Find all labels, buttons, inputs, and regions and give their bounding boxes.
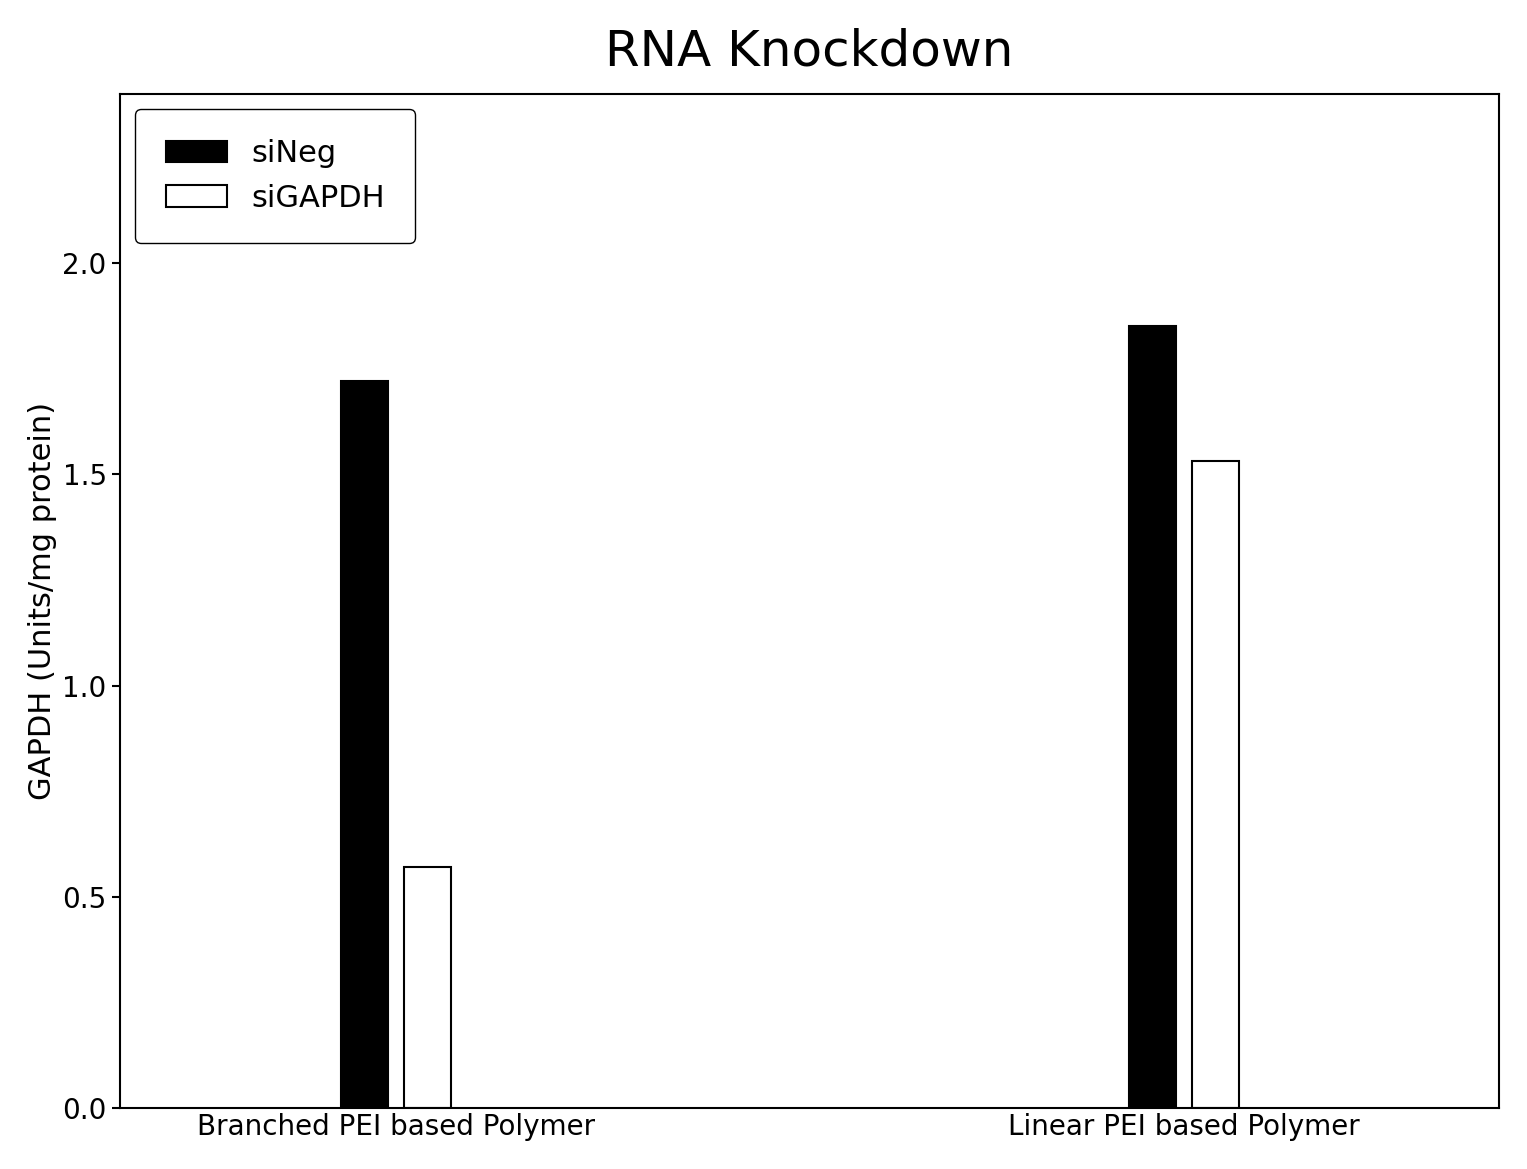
Bar: [341, 381, 388, 1108]
Legend: siNeg, siGAPDH: siNeg, siGAPDH: [136, 109, 415, 243]
Title: RNA Knockdown: RNA Knockdown: [605, 28, 1014, 76]
Bar: [403, 867, 450, 1108]
Y-axis label: GAPDH (Units/mg protein): GAPDH (Units/mg protein): [27, 402, 56, 800]
Bar: [1193, 462, 1238, 1108]
Bar: [1128, 326, 1176, 1108]
